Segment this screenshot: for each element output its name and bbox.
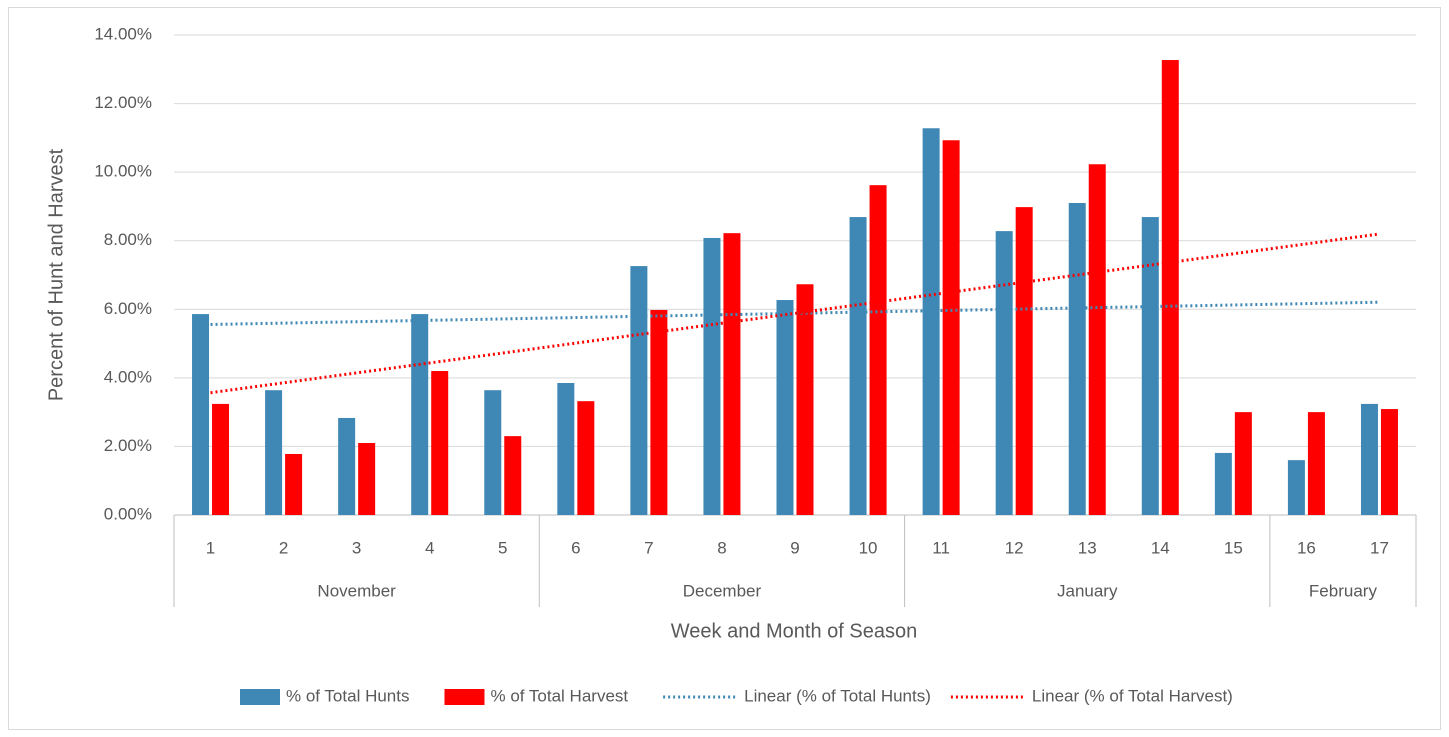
group-label: November bbox=[317, 581, 396, 600]
bar bbox=[1015, 207, 1033, 515]
y-tick-label: 14.00% bbox=[94, 24, 152, 43]
trendline bbox=[210, 232, 1380, 395]
bar bbox=[1141, 217, 1159, 516]
bar bbox=[504, 436, 522, 515]
bar bbox=[557, 383, 575, 515]
bar bbox=[358, 443, 376, 515]
bar bbox=[484, 390, 502, 515]
bar bbox=[869, 185, 887, 515]
legend-swatch bbox=[444, 689, 485, 705]
x-tick-label: 12 bbox=[1005, 538, 1024, 557]
y-tick-label: 10.00% bbox=[94, 162, 152, 181]
bar bbox=[285, 453, 303, 515]
bar bbox=[338, 417, 356, 515]
x-tick-label: 4 bbox=[425, 538, 434, 557]
x-tick-label: 1 bbox=[206, 538, 215, 557]
x-tick-label: 15 bbox=[1224, 538, 1243, 557]
bar bbox=[630, 266, 648, 515]
bar bbox=[776, 300, 794, 515]
x-tick-label: 9 bbox=[790, 538, 799, 557]
bar bbox=[212, 403, 230, 515]
x-tick-label: 6 bbox=[571, 538, 580, 557]
bar bbox=[411, 314, 429, 515]
x-tick-label: 14 bbox=[1151, 538, 1170, 557]
bar bbox=[650, 309, 668, 515]
bar bbox=[1307, 412, 1325, 515]
group-label: January bbox=[1057, 581, 1118, 600]
y-axis-title: Percent of Hunt and Harvest bbox=[45, 148, 67, 401]
x-tick-label: 17 bbox=[1370, 538, 1389, 557]
x-tick-label: 10 bbox=[859, 538, 878, 557]
x-tick-label: 2 bbox=[279, 538, 288, 557]
bar bbox=[1360, 403, 1378, 515]
legend-swatch bbox=[240, 689, 280, 705]
bar bbox=[1214, 452, 1232, 515]
x-tick-label: 5 bbox=[498, 538, 507, 557]
x-tick-label: 7 bbox=[644, 538, 653, 557]
legend-label: Linear (% of Total Hunts) bbox=[744, 686, 931, 705]
y-tick-label: 0.00% bbox=[104, 504, 152, 523]
bar bbox=[1287, 460, 1305, 515]
bar bbox=[265, 390, 283, 515]
bar bbox=[942, 140, 960, 515]
bar bbox=[922, 128, 940, 515]
bar bbox=[1088, 164, 1106, 515]
bar bbox=[723, 233, 741, 515]
x-tick-label: 11 bbox=[932, 538, 950, 557]
y-tick-label: 8.00% bbox=[104, 230, 152, 249]
legend-label: Linear (% of Total Harvest) bbox=[1032, 686, 1233, 705]
bar bbox=[995, 231, 1013, 515]
y-tick-label: 6.00% bbox=[104, 299, 152, 318]
bar bbox=[192, 314, 210, 515]
group-label: December bbox=[683, 581, 762, 600]
x-axis-title: Week and Month of Season bbox=[671, 620, 917, 642]
bar bbox=[1161, 60, 1179, 516]
bar bbox=[849, 217, 867, 516]
x-tick-label: 16 bbox=[1297, 538, 1316, 557]
bar bbox=[1234, 412, 1252, 515]
x-tick-label: 13 bbox=[1078, 538, 1097, 557]
x-tick-label: 8 bbox=[717, 538, 726, 557]
bar bbox=[1068, 203, 1086, 515]
bar bbox=[796, 284, 814, 515]
bar bbox=[431, 371, 449, 515]
y-tick-label: 12.00% bbox=[94, 93, 152, 112]
group-label: February bbox=[1309, 581, 1378, 600]
legend-label: % of Total Harvest bbox=[490, 686, 628, 705]
bar bbox=[703, 237, 721, 515]
y-tick-label: 2.00% bbox=[104, 436, 152, 455]
bar bbox=[1380, 409, 1398, 515]
x-tick-label: 3 bbox=[352, 538, 361, 557]
legend-label: % of Total Hunts bbox=[286, 686, 409, 705]
bar bbox=[577, 401, 595, 515]
y-tick-label: 4.00% bbox=[104, 367, 152, 386]
